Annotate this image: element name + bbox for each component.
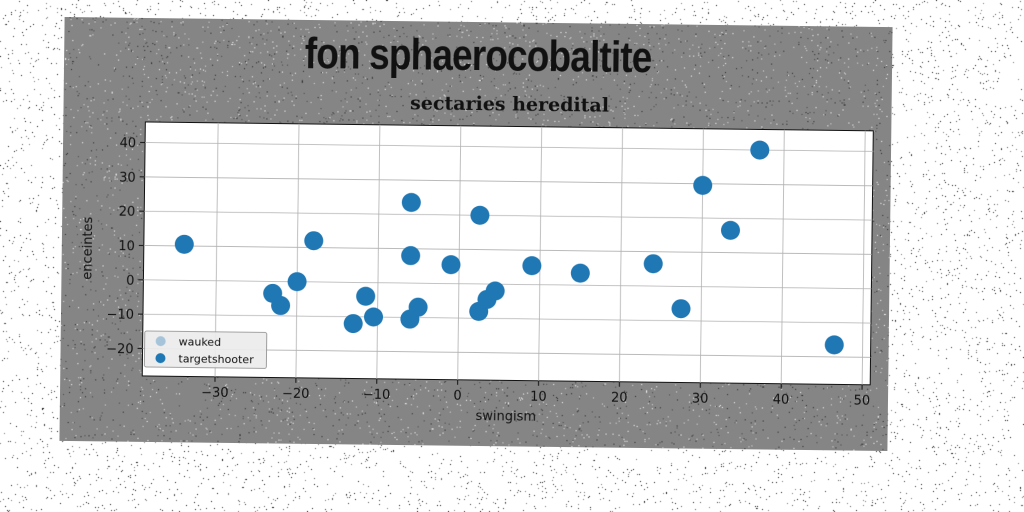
data-point <box>356 286 376 306</box>
x-gridline <box>619 127 623 382</box>
y-gridline <box>144 210 873 221</box>
data-point <box>304 231 324 251</box>
y-axis-label: enceintes <box>80 216 96 280</box>
data-point <box>570 263 590 283</box>
chart-figure: fon sphaerocobaltite −30 −20 −10 0 10 20 30 40 5… <box>59 16 893 452</box>
data-point <box>671 299 691 319</box>
legend-box <box>143 330 268 369</box>
data-point <box>485 281 505 301</box>
y-tick-label: 0 <box>126 274 134 289</box>
x-gridline <box>538 126 543 381</box>
legend-marker <box>155 336 166 347</box>
data-point <box>470 205 490 225</box>
data-point <box>750 140 770 160</box>
x-tick-label: 0 <box>453 389 461 404</box>
data-point <box>441 255 461 275</box>
data-point <box>174 234 194 254</box>
data-point <box>271 296 291 316</box>
y-gridline <box>143 245 872 255</box>
x-tick-label: 50 <box>854 394 871 409</box>
scatter-plot: −30 −20 −10 0 10 20 30 40 50 −20 −10 0 10 20 30 40 secta… <box>80 92 874 425</box>
data-point <box>401 246 421 266</box>
y-tick-label: −20 <box>106 342 134 357</box>
legend-label: targetshooter <box>178 352 254 366</box>
x-tick-label: −20 <box>282 387 310 402</box>
legend-marker <box>155 353 166 364</box>
x-tick-label: 40 <box>773 393 790 408</box>
x-gridline <box>699 128 704 383</box>
x-gridline <box>295 123 300 378</box>
y-tick-label: 20 <box>119 205 136 220</box>
y-gridline <box>144 176 873 187</box>
data-point <box>693 175 713 195</box>
x-tick-label: 10 <box>530 390 547 405</box>
y-gridline <box>142 313 871 324</box>
x-gridline <box>457 125 462 380</box>
x-gridline <box>861 130 866 385</box>
axes-background <box>141 121 874 386</box>
y-tick-label: 10 <box>118 239 135 254</box>
y-tick-label: 40 <box>119 136 136 151</box>
data-point <box>343 314 363 334</box>
x-gridline <box>376 124 381 379</box>
data-point <box>824 335 844 355</box>
y-gridline <box>143 279 872 290</box>
x-gridline <box>780 129 785 384</box>
data-point <box>408 297 428 317</box>
x-axis-label: swingism <box>475 409 536 425</box>
x-tick-label: 30 <box>692 392 709 407</box>
data-point <box>522 256 542 276</box>
legend: wauked targetshooter <box>143 330 268 369</box>
y-tick-label: −10 <box>106 308 134 323</box>
data-point <box>287 272 307 292</box>
x-tick-label: −30 <box>201 386 229 401</box>
chart-title: sectaries heredital <box>410 92 609 116</box>
y-tick-label: 30 <box>119 171 136 186</box>
data-point <box>401 192 421 212</box>
data-point <box>721 220 741 240</box>
plot-area: −30 −20 −10 0 10 20 30 40 50 −20 −10 0 10 20 30 40 secta… <box>80 92 874 425</box>
data-point <box>364 307 384 327</box>
x-tick-label: −10 <box>363 388 391 403</box>
x-tick-label: 20 <box>611 391 628 406</box>
data-point <box>643 254 663 274</box>
series-group <box>174 140 844 355</box>
legend-label: wauked <box>179 335 222 349</box>
